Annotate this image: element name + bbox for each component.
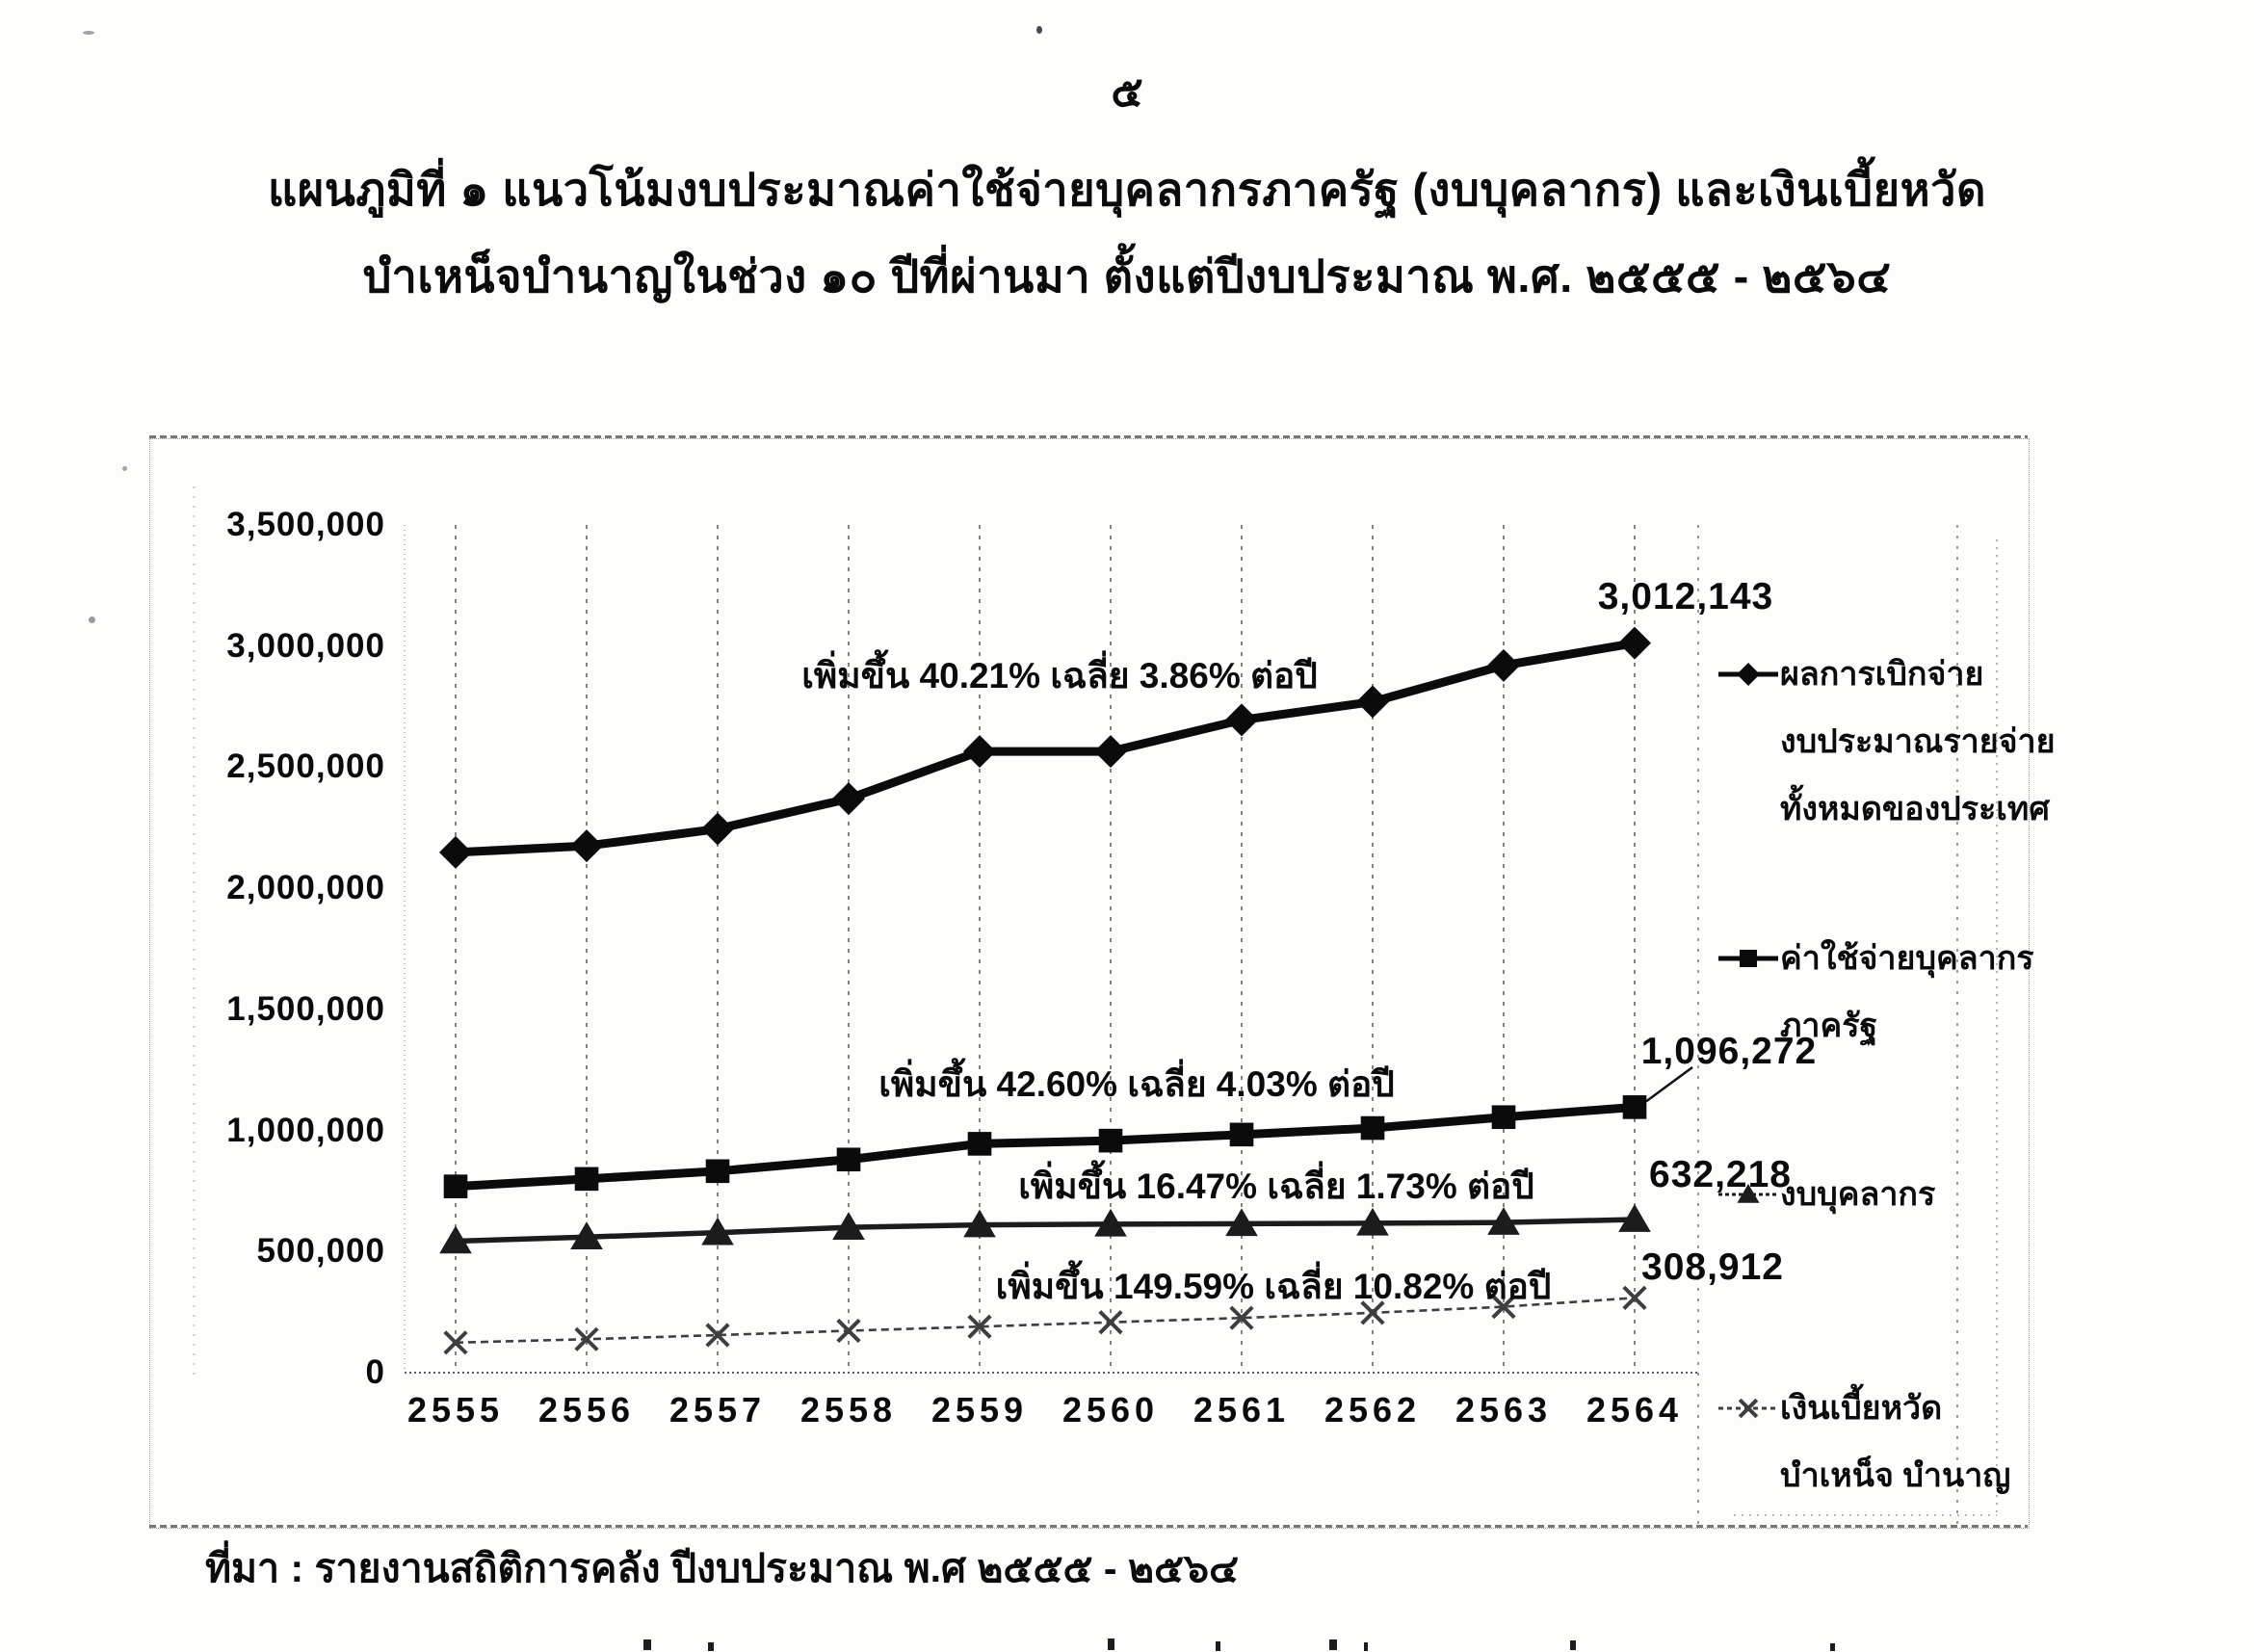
y-axis-tick: 3,000,000 xyxy=(226,626,385,665)
series-4-x-line xyxy=(443,1285,1647,1355)
scan-speck xyxy=(1036,26,1042,34)
cutoff-text-mark xyxy=(1329,1639,1337,1650)
cutoff-text-mark xyxy=(643,1639,651,1650)
scan-noise-column xyxy=(193,486,196,1377)
cutoff-text-mark xyxy=(1570,1640,1576,1650)
legend-item-1-line2: งบประมาณรายจ่าย xyxy=(1780,723,2056,760)
y-axis-tick: 500,000 xyxy=(256,1232,385,1271)
chart-title: แผนภูมิที่ ๑ แนวโน้มงบประมาณค่าใช้จ่ายบุ… xyxy=(0,146,2254,320)
callout-line xyxy=(1645,1065,1693,1103)
figure-frame-bottom-border xyxy=(149,1525,2028,1528)
chart-title-line2: บำเหน็จบำนาญในช่วง ๑๐ ปีที่ผ่านมา ตั้งแต… xyxy=(362,250,1892,302)
x-axis-tick: 2564 xyxy=(1586,1390,1684,1429)
page-number: ๕ xyxy=(1111,68,1143,116)
legend-sample-x-icon xyxy=(1718,1398,1778,1419)
end-label-series-3: 632,218 xyxy=(1649,1154,1792,1195)
end-label-series-2: 1,096,272 xyxy=(1640,1031,1818,1072)
cutoff-text-mark xyxy=(1830,1643,1835,1651)
y-axis-tick: 1,000,000 xyxy=(226,1111,385,1149)
legend-item-3: งบบุคลากร xyxy=(1780,1161,1987,1228)
series-3-triangle-line xyxy=(439,1204,1651,1254)
cutoff-text-mark xyxy=(1364,1642,1368,1651)
series-1-diamond-line xyxy=(439,626,1651,869)
x-axis-tick: 2561 xyxy=(1193,1390,1291,1429)
annotation-series-2: เพิ่มขึ้น 42.60% เฉลี่ย 4.03% ต่อปี xyxy=(878,1064,1395,1104)
legend-item-4-line1: เงินเบี้ยหวัด xyxy=(1780,1390,1943,1427)
legend-item-2: ค่าใช้จ่ายบุคลากร ภาครัฐ xyxy=(1780,925,2034,1060)
end-label-series-1: 3,012,143 xyxy=(1597,576,1774,617)
y-axis-tick: 0 xyxy=(365,1353,385,1391)
x-axis-tick: 2557 xyxy=(668,1390,767,1429)
cutoff-text-mark xyxy=(1108,1639,1114,1650)
y-axis-tick: 1,500,000 xyxy=(226,989,385,1028)
legend-item-2-line1: ค่าใช้จ่ายบุคลากร xyxy=(1780,940,2034,977)
scan-speck xyxy=(122,466,127,471)
y-axis-tick: 2,000,000 xyxy=(226,869,385,907)
x-axis-tick: 2558 xyxy=(799,1390,898,1429)
figure-frame-top-border xyxy=(149,435,2028,438)
annotation-series-3: เพิ่มขึ้น 16.47% เฉลี่ย 1.73% ต่อปี xyxy=(1018,1167,1534,1206)
scan-speck xyxy=(83,31,94,35)
legend-item-1-line1: ผลการเบิกจ่าย xyxy=(1780,656,1984,693)
cutoff-text-mark xyxy=(708,1642,714,1651)
legend-sample-triangle-icon xyxy=(1718,1184,1778,1203)
series-2-square-line xyxy=(443,1095,1647,1198)
legend-item-2-line2: ภาครัฐ xyxy=(1780,1008,1878,1044)
scan-speck xyxy=(89,616,95,623)
x-axis-tick: 2556 xyxy=(537,1390,636,1429)
y-axis-tick: 3,500,000 xyxy=(226,506,385,543)
x-axis-tick: 2559 xyxy=(930,1390,1029,1429)
cutoff-text-mark xyxy=(1216,1641,1220,1651)
legend-item-4-line2: บำเหน็จ บำนาญ xyxy=(1780,1457,2011,1494)
end-label-series-4: 308,912 xyxy=(1641,1246,1784,1288)
legend-item-3-line1: งบบุคลากร xyxy=(1780,1176,1936,1213)
annotation-series-1: เพิ่มขึ้น 40.21% เฉลี่ย 3.86% ต่อปี xyxy=(801,656,1318,695)
legend-sample-square-icon xyxy=(1718,949,1778,968)
x-axis-tick: 2563 xyxy=(1455,1390,1553,1429)
legend-item-1: ผลการเบิกจ่าย งบประมาณรายจ่าย ทั้งหมดของ… xyxy=(1780,641,2056,843)
chart-title-line1: แผนภูมิที่ ๑ แนวโน้มงบประมาณค่าใช้จ่ายบุ… xyxy=(267,164,1987,215)
source-note: ที่มา : รายงานสถิติการคลัง ปีงบประมาณ พ.… xyxy=(205,1546,1240,1590)
x-axis-tick: 2562 xyxy=(1324,1390,1422,1429)
x-axis-tick: 2560 xyxy=(1061,1390,1160,1429)
annotation-series-4: เพิ่มขึ้น 149.59% เฉลี่ย 10.82% ต่อปี xyxy=(995,1267,1552,1306)
legend-item-4: เงินเบี้ยหวัด บำเหน็จ บำนาญ xyxy=(1780,1375,2011,1509)
legend-sample-diamond-icon xyxy=(1718,663,1778,686)
figure-frame xyxy=(149,438,2030,1529)
y-axis-tick: 2,500,000 xyxy=(226,747,385,786)
legend-item-1-line3: ทั้งหมดของประเทศ xyxy=(1780,791,2050,827)
x-axis-tick: 2555 xyxy=(406,1390,505,1429)
